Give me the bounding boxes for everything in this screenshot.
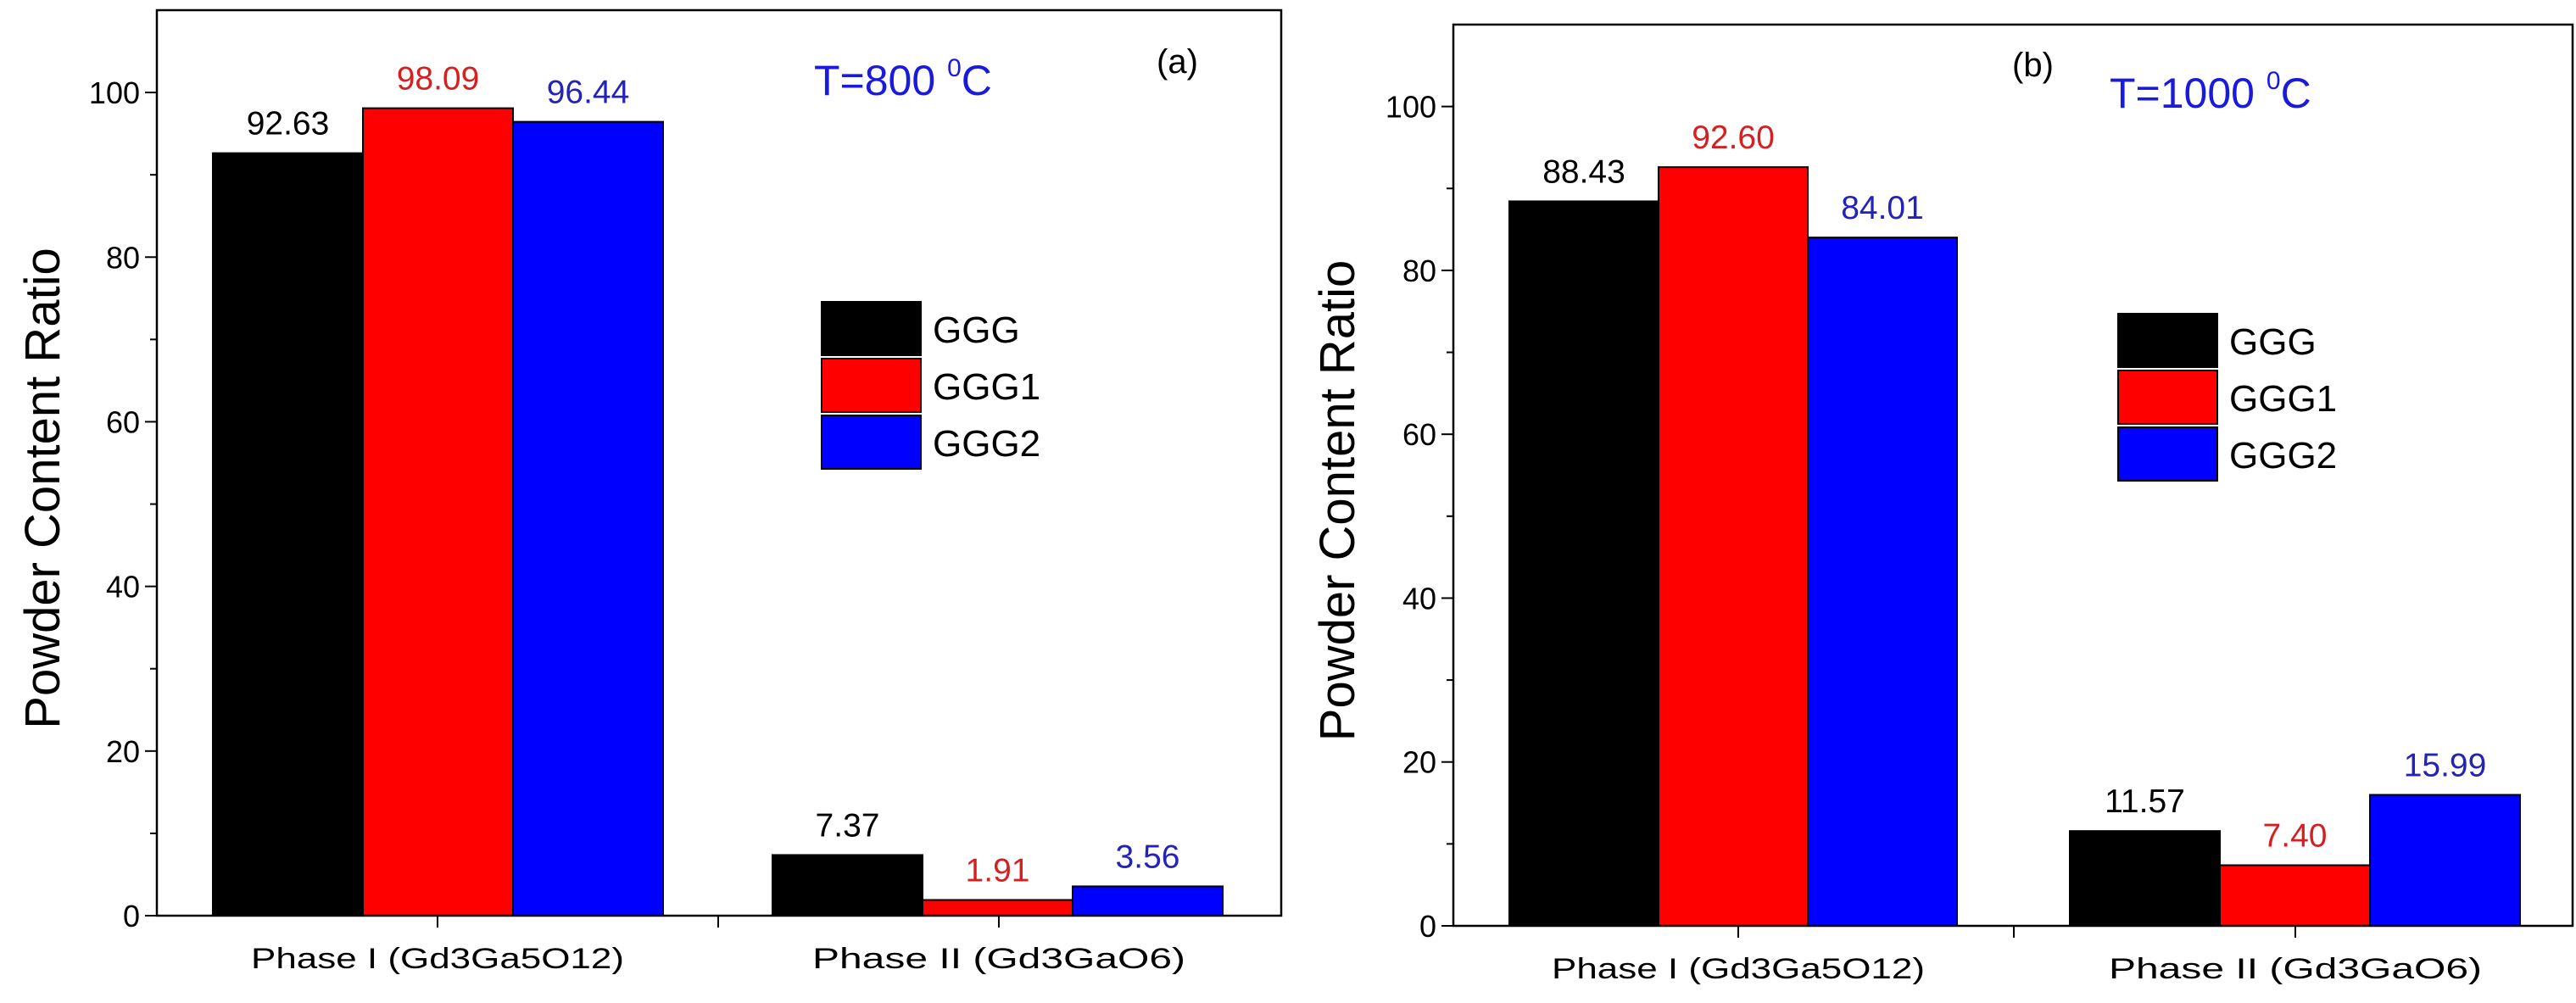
panel-a: 92.63 7.37 98.09 1.91 96.44 3.56 0 20 40 60 80 100 P… bbox=[15, 8, 1283, 975]
temperature-value: T=800 bbox=[814, 57, 947, 104]
temperature-value: T=1000 bbox=[2110, 70, 2267, 117]
y-tick-label: 20 bbox=[106, 734, 140, 769]
y-tick-label: 60 bbox=[1402, 417, 1436, 452]
bar-ggg2-1 bbox=[1072, 885, 1224, 917]
temperature-annotation: T=800 0C bbox=[814, 54, 992, 104]
bar-ggg1-0 bbox=[362, 107, 514, 917]
legend-swatch-ggg2 bbox=[2117, 426, 2218, 482]
y-tick-label: 40 bbox=[1402, 581, 1436, 616]
y-tick-label: 60 bbox=[106, 404, 140, 439]
bar-ggg2-0 bbox=[512, 120, 664, 917]
x-tick-label: Phase I (Gd3Ga5O12) bbox=[1552, 953, 1925, 985]
legend-swatch-ggg bbox=[2117, 313, 2218, 368]
data-label: 11.57 bbox=[2105, 783, 2185, 820]
legend-swatch-ggg1 bbox=[821, 358, 922, 413]
y-axis-label: Powder Content Ratio bbox=[15, 248, 70, 728]
x-tick-label: Phase I (Gd3Ga5O12) bbox=[251, 943, 624, 975]
bar-ggg1-0 bbox=[1658, 166, 1809, 927]
bar-ggg2-0 bbox=[1807, 237, 1958, 927]
y-axis-label: Powder Content Ratio bbox=[1310, 260, 1365, 741]
legend-label-ggg2: GGG2 bbox=[2229, 435, 2337, 476]
temperature-annotation: T=1000 0C bbox=[2110, 67, 2311, 117]
panel-label: (a) bbox=[1157, 43, 1198, 81]
bar-ggg1-1 bbox=[2219, 864, 2371, 927]
legend-label-ggg2: GGG2 bbox=[933, 423, 1040, 465]
y-tick-label: 80 bbox=[1402, 254, 1436, 288]
y-tick-label: 0 bbox=[123, 899, 140, 933]
legend-label-ggg: GGG bbox=[933, 309, 1020, 351]
data-label: 88.43 bbox=[1542, 153, 1625, 190]
temperature-unit: C bbox=[962, 57, 992, 104]
bar-ggg-0 bbox=[1508, 200, 1659, 927]
data-label: 3.56 bbox=[1116, 839, 1180, 875]
bar-ggg-1 bbox=[772, 854, 923, 917]
legend-label-ggg1: GGG1 bbox=[2229, 378, 2337, 420]
degree-superscript: 0 bbox=[947, 54, 962, 82]
y-tick-label: 80 bbox=[106, 240, 140, 275]
data-label: 98.09 bbox=[397, 61, 480, 98]
data-label: 92.63 bbox=[247, 106, 330, 142]
bar-ggg2-1 bbox=[2369, 794, 2521, 927]
legend-label-ggg1: GGG1 bbox=[933, 366, 1040, 408]
panel-b: 88.43 11.57 92.60 7.40 84.01 15.99 0 20 40 60 80 10… bbox=[1310, 23, 2574, 985]
legend-swatch-ggg bbox=[821, 301, 922, 356]
y-tick-label: 100 bbox=[89, 75, 140, 110]
legend-swatch-ggg2 bbox=[821, 415, 922, 470]
data-label: 15.99 bbox=[2404, 747, 2487, 783]
degree-superscript: 0 bbox=[2267, 67, 2281, 95]
x-tick-label: Phase II (Gd3GaO6) bbox=[812, 943, 1185, 975]
x-tick-label: Phase II (Gd3GaO6) bbox=[2109, 953, 2482, 985]
data-label: 7.40 bbox=[2263, 817, 2328, 854]
y-tick-label: 100 bbox=[1386, 90, 1436, 125]
bar-ggg-0 bbox=[212, 152, 364, 917]
temperature-unit: C bbox=[2281, 70, 2311, 117]
data-label: 96.44 bbox=[547, 75, 630, 111]
panel-label: (b) bbox=[2012, 47, 2054, 84]
legend-label-ggg: GGG bbox=[2229, 321, 2317, 363]
data-label: 92.60 bbox=[1692, 120, 1775, 156]
data-label: 1.91 bbox=[966, 852, 1030, 889]
bar-ggg1-1 bbox=[922, 899, 1073, 917]
y-tick-label: 20 bbox=[1402, 745, 1436, 780]
legend-swatch-ggg1 bbox=[2117, 370, 2218, 425]
bar-ggg-1 bbox=[2069, 830, 2221, 927]
y-tick-label: 40 bbox=[106, 570, 140, 605]
data-label: 84.01 bbox=[1841, 190, 1924, 226]
data-label: 7.37 bbox=[816, 807, 880, 844]
y-tick-label: 0 bbox=[1419, 909, 1436, 944]
